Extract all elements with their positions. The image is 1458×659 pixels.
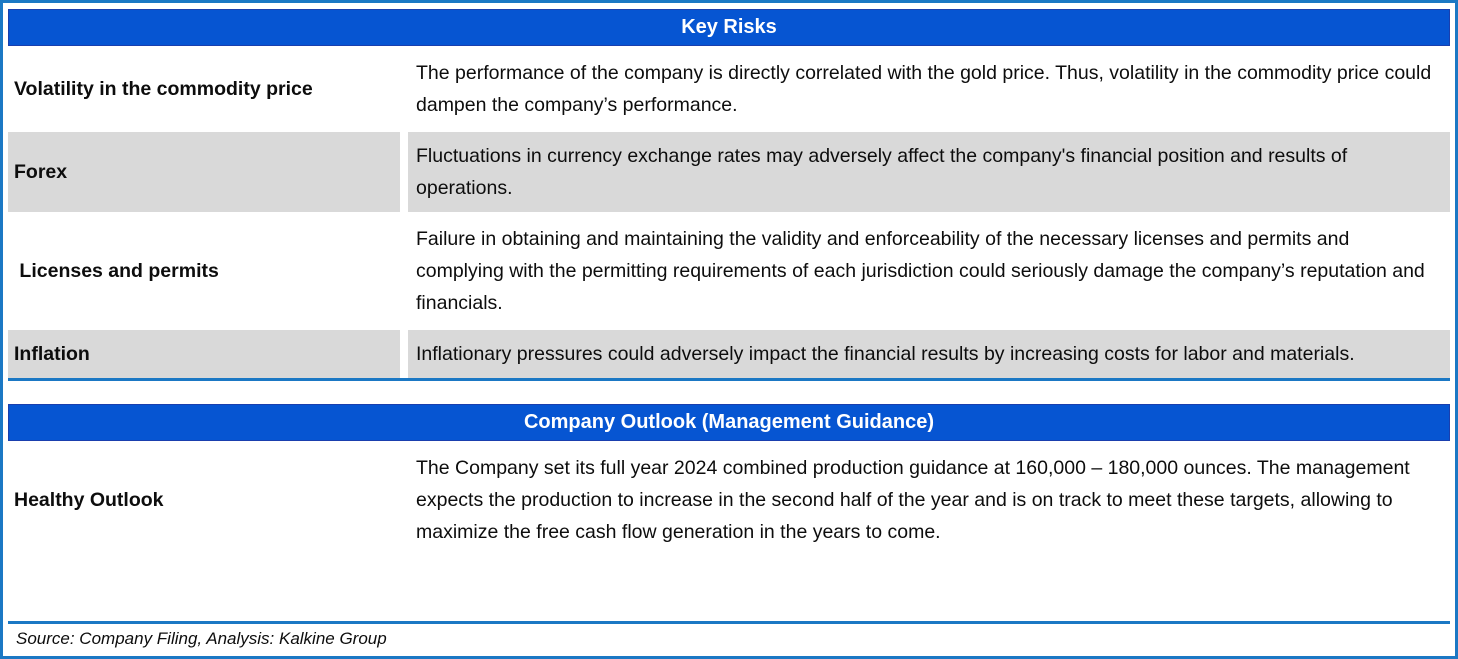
risk-label-licenses: Licenses and permits (8, 215, 400, 327)
company-outlook-title: Company Outlook (Management Guidance) (523, 411, 935, 433)
risk-label-text: Licenses and permits (14, 260, 219, 282)
company-outlook-section: Company Outlook (Management Guidance) He… (8, 404, 1450, 556)
table-row-inflation: Inflation Inflationary pressures could a… (8, 330, 1450, 378)
outlook-label-healthy: Healthy Outlook (8, 444, 400, 556)
source-text: Source: Company Filing, Analysis: Kalkin… (16, 629, 387, 648)
risk-description-text: Fluctuations in currency exchange rates … (416, 145, 1348, 199)
risk-description-forex: Fluctuations in currency exchange rates … (408, 132, 1450, 212)
outlook-description-text: The Company set its full year 2024 combi… (416, 457, 1410, 543)
key-risks-section: Key Risks Volatility in the commodity pr… (8, 9, 1450, 381)
risk-label-text: Inflation (14, 343, 90, 365)
risk-description-volatility: The performance of the company is direct… (408, 49, 1450, 129)
table-row-healthy-outlook: Healthy Outlook The Company set its full… (8, 444, 1450, 556)
risk-description-text: The performance of the company is direct… (416, 62, 1432, 116)
risk-label-text: Forex (14, 161, 68, 183)
risk-label-volatility: Volatility in the commodity price (8, 49, 400, 129)
outlook-label-text: Healthy Outlook (14, 489, 164, 511)
column-gutter (400, 444, 408, 556)
column-gutter (400, 132, 408, 212)
outlook-description-healthy: The Company set its full year 2024 combi… (408, 444, 1450, 556)
key-risks-title: Key Risks (681, 16, 777, 38)
column-gutter (400, 215, 408, 327)
table-row-forex: Forex Fluctuations in currency exchange … (8, 132, 1450, 212)
company-outlook-header: Company Outlook (Management Guidance) (8, 404, 1450, 441)
table-row-licenses: Licenses and permits Failure in obtainin… (8, 215, 1450, 327)
risk-label-forex: Forex (8, 132, 400, 212)
column-gutter (400, 49, 408, 129)
source-footer: Source: Company Filing, Analysis: Kalkin… (8, 621, 1450, 656)
key-risks-header: Key Risks (8, 9, 1450, 46)
risk-description-text: Inflationary pressures could adversely i… (416, 343, 1355, 365)
risk-description-inflation: Inflationary pressures could adversely i… (408, 330, 1450, 378)
risk-label-text: Volatility in the commodity price (14, 78, 313, 100)
table-row-volatility: Volatility in the commodity price The pe… (8, 49, 1450, 129)
column-gutter (400, 330, 408, 378)
risk-label-inflation: Inflation (8, 330, 400, 378)
risk-description-text: Failure in obtaining and maintaining the… (416, 228, 1425, 314)
risk-description-licenses: Failure in obtaining and maintaining the… (408, 215, 1450, 327)
